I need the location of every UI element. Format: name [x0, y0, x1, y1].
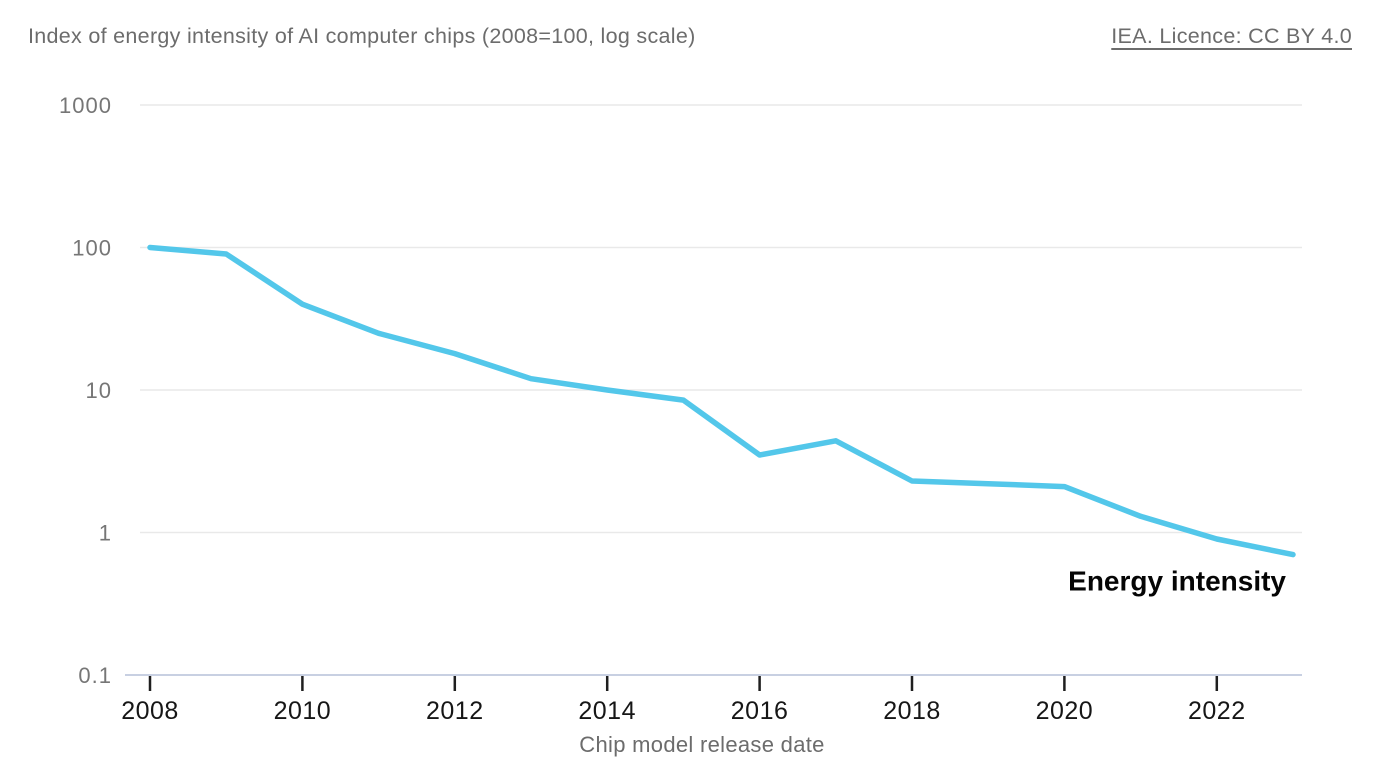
chart-title: Index of energy intensity of AI computer… [28, 24, 696, 48]
x-axis-title: Chip model release date [579, 732, 824, 757]
series-label: Energy intensity [1068, 566, 1286, 597]
y-tick-label: 1 [99, 521, 112, 546]
x-tick-label: 2016 [731, 697, 789, 725]
y-tick-label: 1000 [59, 93, 112, 118]
x-tick-label: 2018 [883, 697, 941, 725]
x-tick-label: 2020 [1036, 697, 1094, 725]
x-tick-label: 2014 [578, 697, 636, 725]
x-tick-label: 2008 [121, 697, 179, 725]
energy-intensity-line [147, 244, 1296, 558]
y-tick-label: 0.1 [78, 663, 112, 688]
x-tick-label: 2010 [274, 697, 332, 725]
x-tick-label: 2022 [1188, 697, 1246, 725]
license-link[interactable]: IEA. Licence: CC BY 4.0 [1111, 24, 1352, 48]
y-tick-label: 10 [86, 378, 112, 403]
y-tick-label: 100 [72, 236, 112, 261]
x-tick-label: 2012 [426, 697, 484, 725]
